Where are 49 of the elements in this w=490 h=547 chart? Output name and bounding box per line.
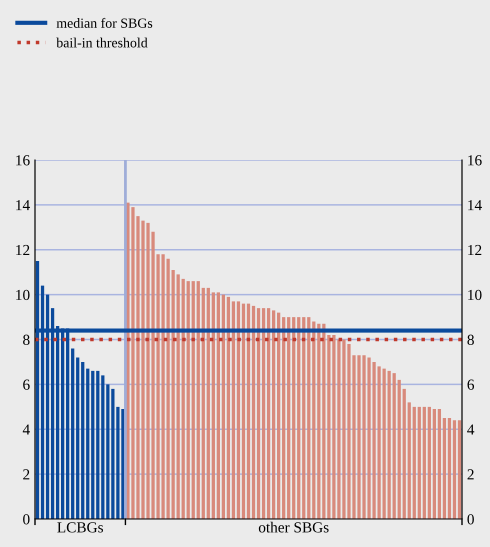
- legend-label: bail-in threshold: [56, 38, 148, 48]
- y2-tick-label: 14: [468, 200, 482, 210]
- y-tick-label: 6: [23, 380, 30, 390]
- bar: [452, 420, 456, 519]
- y2-tick-label: 6: [468, 380, 474, 390]
- bar: [151, 232, 155, 519]
- y-tick-label: 10: [16, 290, 30, 300]
- bar: [161, 254, 165, 519]
- bar: [332, 335, 336, 519]
- y2-tick-label: 8: [467, 334, 474, 345]
- bar: [242, 304, 246, 519]
- bar: [252, 306, 256, 519]
- bar: [342, 340, 346, 519]
- bar: [458, 420, 462, 519]
- bar: [372, 362, 376, 519]
- y-tick-label: 8: [23, 334, 30, 345]
- y-tick-label: 4: [22, 424, 30, 435]
- bar: [131, 207, 135, 519]
- legend-label: median for SBGs: [56, 18, 152, 28]
- y2-tick-label: 2: [468, 469, 474, 480]
- y-tick-label: 14: [16, 200, 30, 210]
- y2-tick-label: 12: [468, 244, 482, 256]
- y2-tick-label: 10: [468, 290, 482, 300]
- y-tick-label: 2: [23, 469, 30, 480]
- bar: [262, 308, 266, 519]
- bar: [141, 220, 145, 519]
- bar: [337, 340, 341, 519]
- y-tick-label: 0: [23, 514, 30, 524]
- bar: [136, 216, 140, 519]
- y2-tick-label: 4: [467, 424, 474, 435]
- bar: [357, 355, 361, 519]
- bar: [362, 355, 366, 519]
- bar: [442, 418, 446, 519]
- text: LCBGs: [57, 522, 104, 533]
- bar: [156, 254, 160, 519]
- bar: [347, 344, 351, 519]
- text: other SBGs: [258, 522, 329, 533]
- y2-tick-label: 0: [467, 514, 474, 524]
- bar: [146, 222, 150, 519]
- bar: [232, 301, 236, 519]
- bar: [448, 418, 452, 519]
- y-tick-label: 16: [16, 155, 30, 166]
- bar: [377, 366, 381, 519]
- y-tick-label: 12: [16, 244, 30, 256]
- bar: [438, 409, 442, 519]
- bar: [367, 357, 371, 519]
- bar: [352, 355, 356, 519]
- y2-tick-label: 16: [468, 155, 482, 166]
- bar: [116, 406, 120, 519]
